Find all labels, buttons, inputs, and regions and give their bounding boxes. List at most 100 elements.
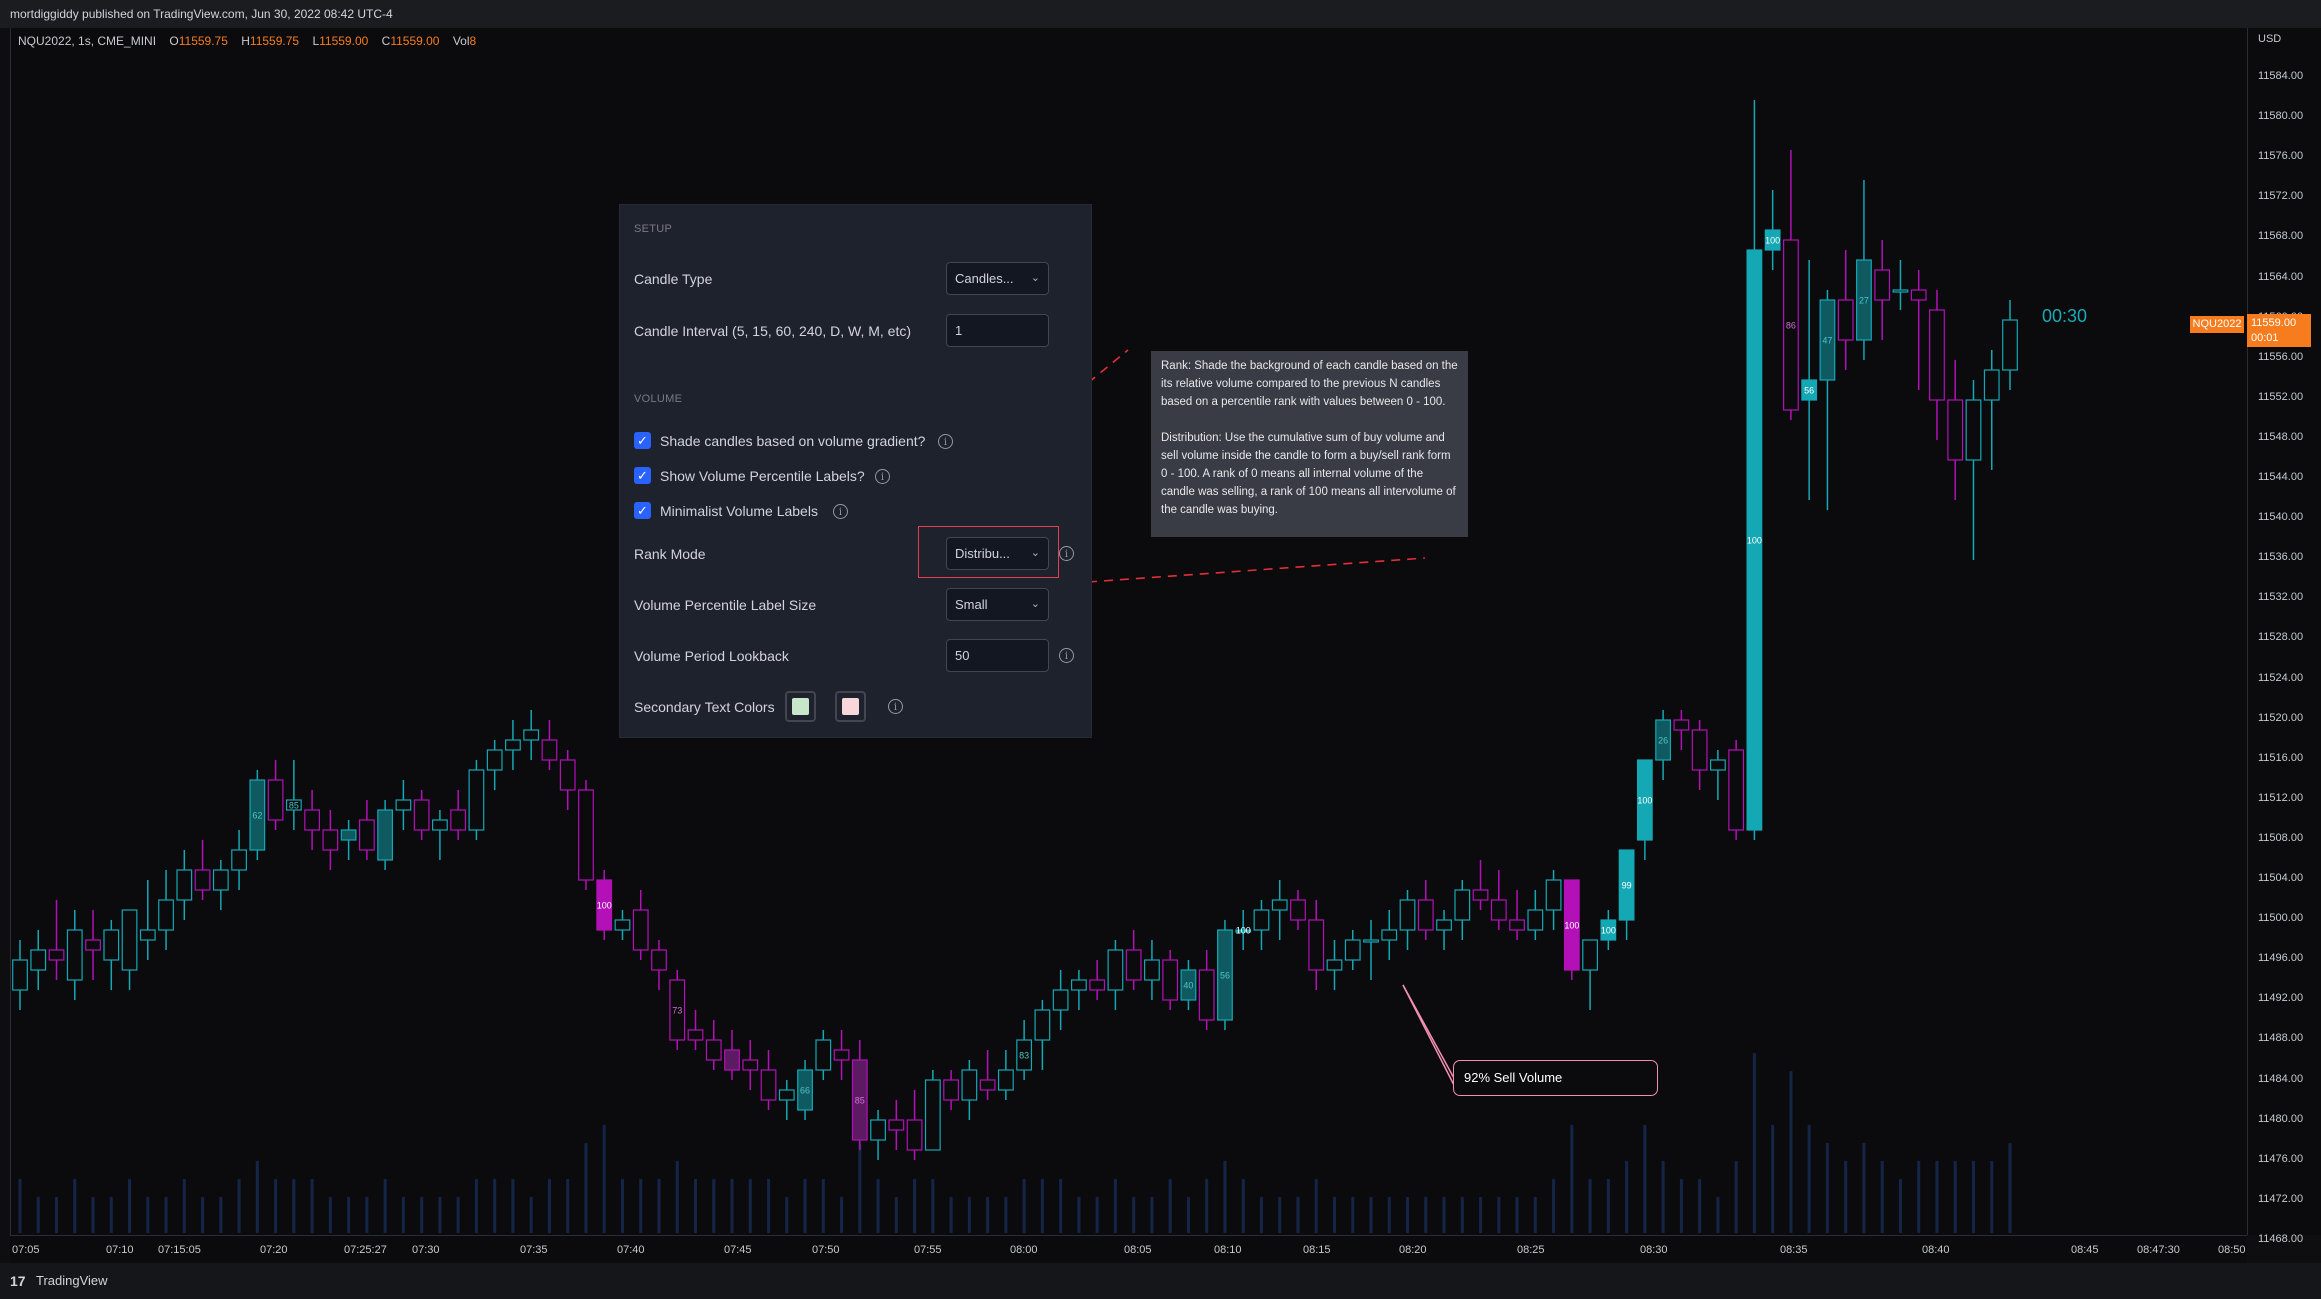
candle-body[interactable]: [432, 819, 448, 831]
candle-body[interactable]: [322, 829, 339, 851]
candle-body[interactable]: [1527, 909, 1544, 931]
candle-body[interactable]: [1783, 239, 1799, 411]
candle-body[interactable]: [997, 1069, 1014, 1091]
candle-body[interactable]: [1089, 979, 1106, 991]
candle-body[interactable]: [596, 879, 613, 931]
candle-body[interactable]: [870, 1119, 886, 1141]
candle-body[interactable]: [1326, 959, 1343, 971]
candle-body[interactable]: [523, 729, 540, 741]
candle-body[interactable]: [1454, 889, 1471, 921]
candle-body[interactable]: [1381, 929, 1398, 941]
candle-body[interactable]: [1764, 229, 1781, 251]
candle-body[interactable]: [1947, 399, 1964, 461]
candle-body[interactable]: [1563, 879, 1580, 971]
candle-body[interactable]: [1144, 959, 1160, 981]
info-icon[interactable]: i: [1059, 648, 1074, 663]
candle-body[interactable]: [505, 739, 521, 751]
candle-body[interactable]: [1344, 939, 1361, 961]
lookback-input[interactable]: 50: [946, 639, 1049, 672]
candle-body[interactable]: [724, 1049, 740, 1071]
info-icon[interactable]: i: [938, 434, 953, 449]
candle-body[interactable]: [30, 949, 47, 971]
candle-type-dropdown[interactable]: Candles... ⌄: [946, 262, 1049, 295]
candle-body[interactable]: [1983, 369, 2000, 401]
candle-body[interactable]: [285, 799, 302, 811]
candle-body[interactable]: [304, 809, 321, 831]
candle-body[interactable]: [559, 759, 576, 791]
candle-body[interactable]: [1509, 919, 1525, 931]
candle-body[interactable]: [12, 959, 28, 991]
candle-body[interactable]: [85, 939, 101, 951]
candle-body[interactable]: [468, 769, 485, 831]
candle-body[interactable]: [1417, 899, 1434, 931]
candle-body[interactable]: [1198, 969, 1215, 1021]
candle-body[interactable]: [1709, 759, 1726, 771]
candle-body[interactable]: [979, 1079, 996, 1091]
candle-body[interactable]: [267, 779, 284, 821]
candle-body[interactable]: [1874, 269, 1891, 301]
candle-body[interactable]: [158, 899, 174, 931]
candle-body[interactable]: [1271, 899, 1288, 911]
candle-body[interactable]: [486, 749, 503, 771]
candle-body[interactable]: [1363, 939, 1379, 943]
candle-body[interactable]: [1235, 929, 1252, 933]
candle-body[interactable]: [1308, 919, 1325, 971]
candle-body[interactable]: [1746, 249, 1763, 831]
info-icon[interactable]: i: [1059, 546, 1074, 561]
candle-body[interactable]: [1016, 1039, 1033, 1071]
candle-body[interactable]: [851, 1059, 868, 1141]
candle-body[interactable]: [2002, 319, 2018, 371]
candle-body[interactable]: [1728, 749, 1745, 831]
candle-body[interactable]: [1253, 909, 1270, 931]
candle-body[interactable]: [413, 799, 430, 831]
candle-body[interactable]: [833, 1049, 850, 1061]
candle-body[interactable]: [48, 949, 65, 961]
candle-body[interactable]: [212, 869, 229, 891]
candle-body[interactable]: [1290, 899, 1306, 921]
candle-body[interactable]: [742, 1059, 759, 1071]
candle-body[interactable]: [760, 1069, 777, 1101]
shade-candles-checkbox[interactable]: ✓: [634, 432, 651, 449]
candle-body[interactable]: [687, 1029, 704, 1041]
candle-body[interactable]: [651, 949, 667, 971]
candle-body[interactable]: [1618, 849, 1635, 921]
candle-body[interactable]: [1965, 399, 1982, 461]
candle-body[interactable]: [395, 799, 412, 811]
rank-mode-dropdown[interactable]: Distribu... ⌄: [946, 537, 1049, 570]
candle-body[interactable]: [249, 779, 266, 851]
candle-body[interactable]: [66, 929, 83, 981]
candle-body[interactable]: [961, 1069, 978, 1101]
candle-body[interactable]: [1217, 929, 1233, 1021]
candle-body[interactable]: [176, 869, 193, 901]
candle-body[interactable]: [1910, 289, 1927, 301]
candle-body[interactable]: [1673, 719, 1690, 731]
info-icon[interactable]: i: [888, 699, 903, 714]
tradingview-brand[interactable]: TradingView: [36, 1273, 108, 1288]
time-axis[interactable]: 07:05 07:10 07:15:05 07:20 07:25:27 07:30 07:3…: [10, 1235, 2247, 1264]
candle-body[interactable]: [1691, 729, 1708, 771]
candle-body[interactable]: [1655, 719, 1672, 761]
candle-body[interactable]: [1490, 899, 1507, 921]
secondary-color-swatch-green[interactable]: [785, 691, 816, 722]
candle-interval-input[interactable]: 1: [946, 314, 1049, 347]
candle-body[interactable]: [1107, 949, 1124, 991]
candle-body[interactable]: [121, 909, 138, 971]
candle-body[interactable]: [340, 829, 357, 841]
candle-body[interactable]: [1436, 919, 1452, 931]
show-labels-checkbox[interactable]: ✓: [634, 467, 651, 484]
candle-body[interactable]: [377, 809, 394, 861]
candle-body[interactable]: [1052, 989, 1069, 1011]
candle-body[interactable]: [1600, 919, 1617, 941]
candle-body[interactable]: [578, 789, 594, 881]
candle-body[interactable]: [1819, 299, 1836, 381]
candle-body[interactable]: [1180, 969, 1197, 1001]
minimalist-labels-checkbox[interactable]: ✓: [634, 502, 651, 519]
candle-body[interactable]: [1636, 759, 1653, 841]
price-axis[interactable]: USD 11584.00 11580.00 11576.00 11572.00 1156…: [2247, 28, 2321, 1245]
candle-body[interactable]: [632, 909, 649, 951]
candle-body[interactable]: [1545, 879, 1562, 911]
candle-body[interactable]: [924, 1079, 941, 1151]
candle-body[interactable]: [669, 979, 686, 1041]
candle-body[interactable]: [1162, 959, 1179, 1001]
